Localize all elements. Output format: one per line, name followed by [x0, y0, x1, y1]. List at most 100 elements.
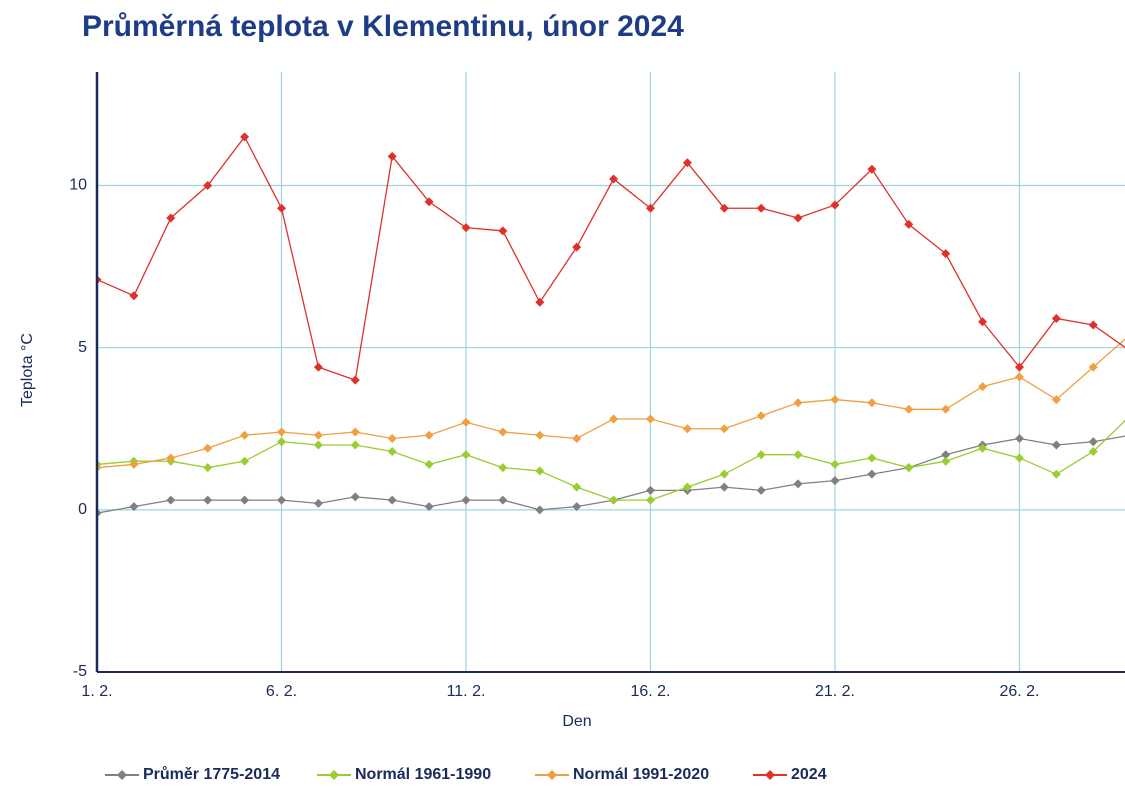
- data-point: [166, 495, 176, 505]
- data-point: [350, 440, 360, 450]
- data-point: [1088, 362, 1098, 372]
- legend-label: 2024: [791, 766, 827, 783]
- x-tick-label: 26. 2.: [999, 683, 1039, 700]
- data-point: [719, 469, 729, 479]
- data-point: [424, 197, 434, 207]
- data-point: [203, 495, 213, 505]
- data-point: [129, 291, 139, 301]
- data-point: [572, 242, 582, 252]
- data-point: [867, 453, 877, 463]
- data-point: [719, 203, 729, 213]
- data-point: [461, 450, 471, 460]
- legend: Průměr 1775-2014 Normál 1961-1990 Normál 1…: [105, 766, 827, 783]
- data-point: [276, 203, 286, 213]
- plot-area: [97, 132, 1125, 518]
- data-point: [756, 450, 766, 460]
- data-point: [572, 502, 582, 512]
- y-tick-label: 5: [78, 339, 87, 356]
- data-point: [978, 317, 988, 327]
- data-point: [498, 226, 508, 236]
- data-point: [535, 430, 545, 440]
- data-point: [867, 164, 877, 174]
- data-point: [203, 181, 213, 191]
- data-point: [387, 495, 397, 505]
- data-point: [682, 482, 692, 492]
- data-point: [387, 433, 397, 443]
- data-point: [1088, 320, 1098, 330]
- data-point: [941, 450, 951, 460]
- data-point: [719, 424, 729, 434]
- data-point: [424, 459, 434, 469]
- data-point: [1088, 446, 1098, 456]
- data-point: [461, 223, 471, 233]
- data-point: [240, 132, 250, 142]
- data-point: [572, 482, 582, 492]
- y-tick-label: 10: [69, 177, 87, 194]
- data-point: [166, 453, 176, 463]
- data-point: [904, 404, 914, 414]
- data-point: [1051, 395, 1061, 405]
- y-tick-label: 0: [78, 501, 87, 518]
- data-point: [535, 466, 545, 476]
- data-point: [645, 485, 655, 495]
- data-point: [350, 375, 360, 385]
- series-line: [97, 135, 1125, 381]
- data-point: [313, 362, 323, 372]
- data-point: [313, 430, 323, 440]
- data-point: [830, 459, 840, 469]
- data-point: [793, 479, 803, 489]
- data-point: [756, 411, 766, 421]
- data-point: [535, 505, 545, 515]
- data-point: [682, 424, 692, 434]
- data-point: [830, 200, 840, 210]
- data-point: [387, 151, 397, 161]
- data-point: [387, 446, 397, 456]
- data-point: [166, 213, 176, 223]
- y-tick-label: -5: [73, 663, 87, 680]
- data-point: [240, 430, 250, 440]
- data-point: [1014, 433, 1024, 443]
- data-point: [1051, 440, 1061, 450]
- data-point: [240, 456, 250, 466]
- data-point: [313, 498, 323, 508]
- data-point: [1014, 372, 1024, 382]
- data-point: [1051, 469, 1061, 479]
- data-point: [978, 443, 988, 453]
- data-point: [867, 469, 877, 479]
- data-point: [1014, 453, 1024, 463]
- x-tick-label: 1. 2.: [81, 683, 112, 700]
- data-point: [240, 495, 250, 505]
- data-point: [645, 495, 655, 505]
- data-point: [129, 502, 139, 512]
- data-point: [645, 203, 655, 213]
- x-axis-label: Den: [562, 713, 591, 730]
- data-point: [609, 174, 619, 184]
- data-point: [756, 203, 766, 213]
- data-point: [350, 427, 360, 437]
- data-point: [1088, 437, 1098, 447]
- chart-title: Průměrná teplota v Klementinu, únor 2024: [82, 10, 684, 43]
- data-point: [350, 492, 360, 502]
- data-point: [830, 476, 840, 486]
- data-point: [424, 430, 434, 440]
- x-tick-label: 11. 2.: [447, 683, 486, 700]
- data-point: [424, 502, 434, 512]
- data-point: [719, 482, 729, 492]
- grid: -5 0 5 10 1. 2. 6. 2. 11. 2. 16. 2. 21. 2. 26. 2.: [69, 72, 1125, 700]
- x-tick-label: 21. 2.: [815, 683, 855, 700]
- data-point: [978, 382, 988, 392]
- data-point: [1014, 362, 1024, 372]
- data-point: [276, 427, 286, 437]
- data-point: [498, 495, 508, 505]
- y-axis-label: Teplota °C: [19, 333, 36, 407]
- data-point: [793, 398, 803, 408]
- data-point: [941, 456, 951, 466]
- series-line: [97, 419, 1125, 501]
- legend-marker: [329, 770, 339, 780]
- data-point: [904, 219, 914, 229]
- legend-label: Normál 1961-1990: [355, 766, 491, 783]
- data-point: [867, 398, 877, 408]
- data-point: [682, 158, 692, 168]
- data-point: [572, 433, 582, 443]
